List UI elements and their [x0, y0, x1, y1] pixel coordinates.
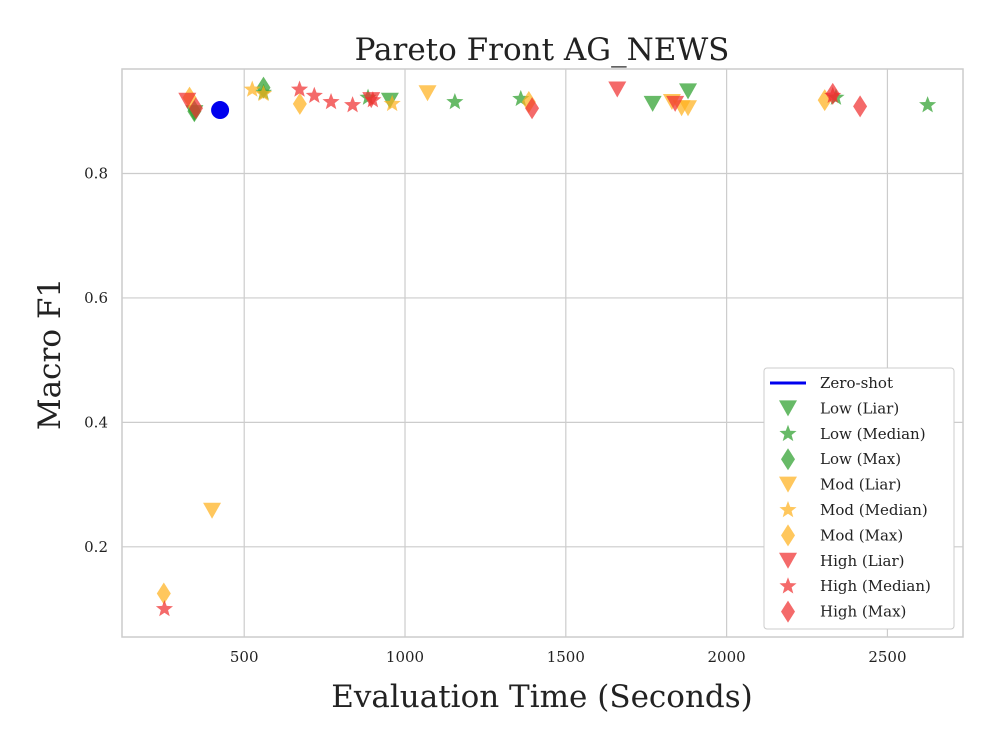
x-tick-label: 1500 [547, 648, 585, 666]
y-tick-label: 0.4 [84, 413, 108, 431]
legend-mod-median-label: Mod (Median) [820, 501, 928, 519]
y-tick-label: 0.2 [84, 538, 108, 556]
legend-high-liar-label: High (Liar) [820, 552, 905, 570]
x-tick-label: 500 [230, 648, 259, 666]
legend-high-median-label: High (Median) [820, 577, 931, 595]
series-zero-shot [211, 101, 229, 119]
low-liar-point [644, 96, 662, 112]
mod-max-point [157, 582, 171, 604]
series-mod-liar [203, 85, 697, 518]
low-median-point [446, 93, 463, 109]
legend-high-max-label: High (Max) [820, 603, 906, 621]
legend-low-liar-label: Low (Liar) [820, 399, 899, 417]
high-liar-point [608, 82, 626, 98]
mod-liar-point [203, 503, 221, 519]
low-median-point [919, 96, 936, 112]
legend: Zero-shot Low (Liar) Low (Median) Low (Max)… [764, 368, 954, 629]
series-low-max [187, 77, 270, 123]
series-high-median [156, 81, 841, 617]
x-tick-label: 1000 [386, 648, 424, 666]
zero-shot-point [211, 101, 229, 119]
x-axis-title: Evaluation Time (Seconds) [331, 679, 753, 715]
high-median-point [322, 93, 339, 109]
x-tick-label: 2500 [868, 648, 906, 666]
legend-mod-liar-label: Mod (Liar) [820, 476, 901, 494]
chart-title: Pareto Front AG_NEWS [355, 32, 730, 68]
legend-low-max-label: Low (Max) [820, 450, 901, 468]
high-median-point [344, 96, 361, 112]
mod-liar-point [419, 85, 437, 101]
y-tick-label: 0.8 [84, 165, 108, 183]
y-axis-title: Macro F1 [32, 278, 68, 430]
series-mod-max [157, 87, 832, 605]
y-tick-label: 0.6 [84, 289, 108, 307]
legend-zero-shot-label: Zero-shot [820, 374, 893, 392]
mod-median-point [244, 81, 261, 97]
legend-mod-max-label: Mod (Max) [820, 526, 903, 544]
high-median-point [306, 87, 323, 103]
x-tick-label: 2000 [708, 648, 746, 666]
legend-low-median-label: Low (Median) [820, 425, 926, 443]
high-max-point [853, 95, 867, 117]
high-median-point [156, 600, 173, 616]
